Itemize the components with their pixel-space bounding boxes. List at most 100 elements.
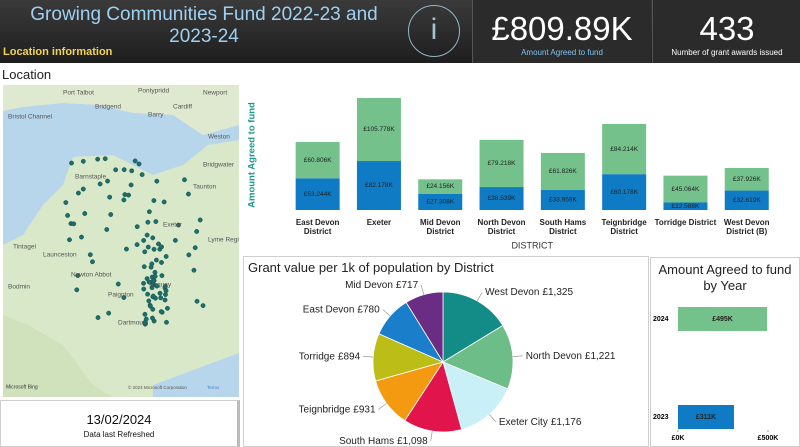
map-point[interactable]	[113, 167, 119, 173]
map-point[interactable]	[145, 244, 151, 250]
map-point[interactable]	[161, 199, 167, 205]
map-point[interactable]	[134, 242, 140, 248]
map-point[interactable]	[95, 315, 101, 320]
map-point[interactable]	[105, 178, 110, 184]
map-point[interactable]	[146, 279, 152, 285]
map-point[interactable]	[157, 290, 163, 296]
map-point[interactable]	[80, 158, 86, 164]
map-point[interactable]	[191, 267, 197, 273]
map-point[interactable]	[194, 298, 200, 304]
map-point[interactable]	[172, 237, 178, 243]
map-point[interactable]	[150, 235, 156, 241]
map-point[interactable]	[151, 246, 157, 252]
map[interactable]: Microsoft Bing © 2024 Microsoft Corporat…	[3, 85, 239, 397]
map-point[interactable]	[162, 297, 168, 303]
map-point[interactable]	[67, 237, 72, 243]
map-point[interactable]	[144, 232, 150, 238]
map-point[interactable]	[134, 224, 140, 230]
map-point[interactable]	[71, 221, 77, 227]
map-point[interactable]	[192, 245, 198, 251]
map-title: Location	[2, 67, 52, 82]
map-point[interactable]	[97, 181, 103, 187]
map-point[interactable]	[158, 295, 164, 301]
value-label: £45.064K	[672, 186, 700, 193]
map-point[interactable]	[121, 167, 127, 173]
map-point[interactable]	[146, 298, 152, 304]
map-point[interactable]	[108, 212, 114, 217]
map-point[interactable]	[141, 264, 147, 270]
map-point[interactable]	[154, 283, 160, 289]
map-point[interactable]	[200, 303, 206, 309]
map-point[interactable]	[142, 249, 148, 255]
map-point[interactable]	[107, 194, 113, 200]
map-point[interactable]	[132, 158, 138, 164]
map-point[interactable]	[143, 316, 149, 322]
map-point[interactable]	[136, 161, 142, 167]
map-point[interactable]	[194, 229, 200, 234]
map-point[interactable]	[154, 257, 159, 263]
map-point[interactable]	[115, 281, 121, 287]
map-point[interactable]	[124, 246, 129, 252]
map-point[interactable]	[175, 222, 181, 228]
map-point[interactable]	[74, 287, 80, 293]
map-point[interactable]	[153, 219, 159, 224]
map-point[interactable]	[141, 286, 147, 292]
map-point[interactable]	[145, 219, 151, 225]
map-point[interactable]	[163, 288, 169, 294]
map-point[interactable]	[90, 259, 95, 265]
map-point[interactable]	[104, 227, 110, 232]
map-point[interactable]	[126, 192, 132, 198]
map-point[interactable]	[65, 213, 71, 218]
x-tick-label: South Hams District	[540, 218, 587, 236]
map-point[interactable]	[150, 306, 156, 312]
map-point[interactable]	[152, 269, 158, 275]
map-point[interactable]	[163, 254, 169, 259]
map-point[interactable]	[162, 283, 168, 289]
map-point[interactable]	[150, 293, 156, 299]
map-point[interactable]	[159, 244, 164, 250]
map-point[interactable]	[82, 211, 88, 216]
info-icon[interactable]: i	[408, 5, 460, 57]
map-point[interactable]	[150, 315, 155, 321]
map-point[interactable]	[95, 156, 101, 162]
map-point[interactable]	[197, 217, 203, 223]
map-point[interactable]	[151, 198, 157, 203]
map-point[interactable]	[141, 280, 146, 286]
bar-segment	[295, 178, 340, 210]
map-terms[interactable]: Terms	[207, 385, 220, 390]
map-point[interactable]	[63, 200, 69, 205]
map-point[interactable]	[164, 319, 169, 325]
map-point[interactable]	[159, 273, 165, 279]
x-tick-label: East Devon District	[296, 218, 340, 236]
map-point[interactable]	[69, 160, 74, 166]
map-point[interactable]	[145, 291, 150, 297]
map-point[interactable]	[152, 273, 158, 279]
map-point[interactable]	[75, 273, 81, 278]
map-point[interactable]	[186, 191, 191, 197]
map-point[interactable]	[106, 310, 112, 316]
slice-label: North Devon £1,221	[526, 350, 616, 361]
map-point[interactable]	[156, 241, 161, 247]
map-point[interactable]	[139, 172, 145, 178]
map-point[interactable]	[79, 234, 84, 240]
map-point[interactable]	[76, 190, 81, 196]
map-point[interactable]	[186, 252, 192, 258]
map-point[interactable]	[165, 305, 170, 311]
map-point[interactable]	[121, 295, 127, 300]
map-point[interactable]	[129, 168, 135, 174]
map-point[interactable]	[87, 252, 93, 258]
map-point[interactable]	[80, 186, 86, 192]
map-point[interactable]	[149, 261, 155, 267]
map-point[interactable]	[182, 177, 187, 183]
map-point[interactable]	[142, 311, 148, 317]
map-point[interactable]	[148, 303, 153, 309]
map-point[interactable]	[141, 238, 147, 243]
map-point[interactable]	[159, 260, 164, 265]
map-point[interactable]	[146, 209, 152, 215]
map-point[interactable]	[128, 182, 134, 188]
map-point[interactable]	[102, 156, 108, 162]
map-point[interactable]	[154, 178, 160, 184]
map-label: Pontypridd	[138, 88, 169, 95]
map-point[interactable]	[121, 197, 127, 203]
map-point[interactable]	[158, 309, 164, 314]
